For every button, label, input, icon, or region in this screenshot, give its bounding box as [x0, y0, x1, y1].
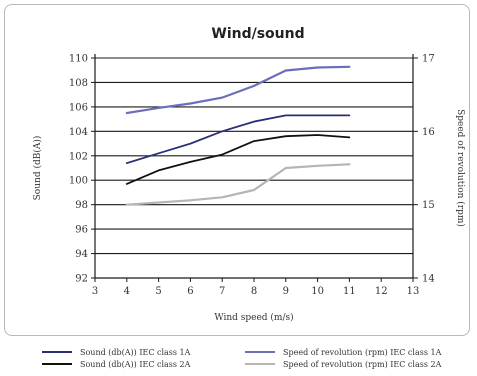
x-tick-label: 5 [155, 286, 161, 297]
y-right-tick-label: 17 [422, 54, 435, 65]
x-tick-label: 8 [251, 286, 257, 297]
y-axis-left-label: Sound (dB(A)) [32, 136, 43, 201]
y-left-tick-label: 110 [69, 54, 88, 65]
y-left-tick-label: 92 [75, 274, 88, 285]
series-line-3 [125, 65, 351, 115]
y-left-tick-label: 96 [75, 225, 88, 236]
x-tick-label: 4 [124, 286, 130, 297]
x-tick-label: 12 [375, 286, 388, 297]
x-tick-label: 13 [407, 286, 420, 297]
legend-label: Speed of revolution (rpm) IEC class 1A [283, 348, 442, 357]
y-right-tick-label: 16 [422, 127, 435, 138]
legend-label: Sound (db(A)) IEC class 1A [80, 348, 191, 357]
y-left-tick-label: 108 [69, 78, 88, 89]
y-left-tick-label: 102 [69, 151, 88, 162]
x-tick-label: 3 [92, 286, 98, 297]
x-tick-label: 7 [219, 286, 225, 297]
x-tick-label: 10 [311, 286, 324, 297]
legend-label: Sound (db(A)) IEC class 2A [80, 360, 191, 369]
legend-label: Speed of revolution (rpm) IEC class 2A [283, 360, 442, 369]
y-left-tick-label: 106 [69, 102, 88, 113]
y-left-tick-label: 104 [69, 127, 88, 138]
x-axis-label: Wind speed (m/s) [214, 312, 293, 323]
y-left-tick-label: 100 [69, 176, 88, 187]
chart-frame [4, 4, 470, 336]
x-tick-label: 6 [187, 286, 193, 297]
y-axis-right-label: Speed of revolution (rpm) [455, 109, 466, 227]
chart-title: Wind/sound [211, 26, 304, 42]
y-left-tick-label: 94 [75, 249, 88, 260]
y-right-tick-label: 15 [422, 200, 435, 211]
y-right-tick-label: 14 [422, 274, 435, 285]
x-tick-label: 11 [343, 286, 356, 297]
series-line-4 [125, 163, 351, 206]
series-line-1 [125, 114, 351, 165]
series-line-2 [125, 134, 351, 185]
x-tick-label: 9 [283, 286, 289, 297]
y-left-tick-label: 98 [75, 200, 88, 211]
